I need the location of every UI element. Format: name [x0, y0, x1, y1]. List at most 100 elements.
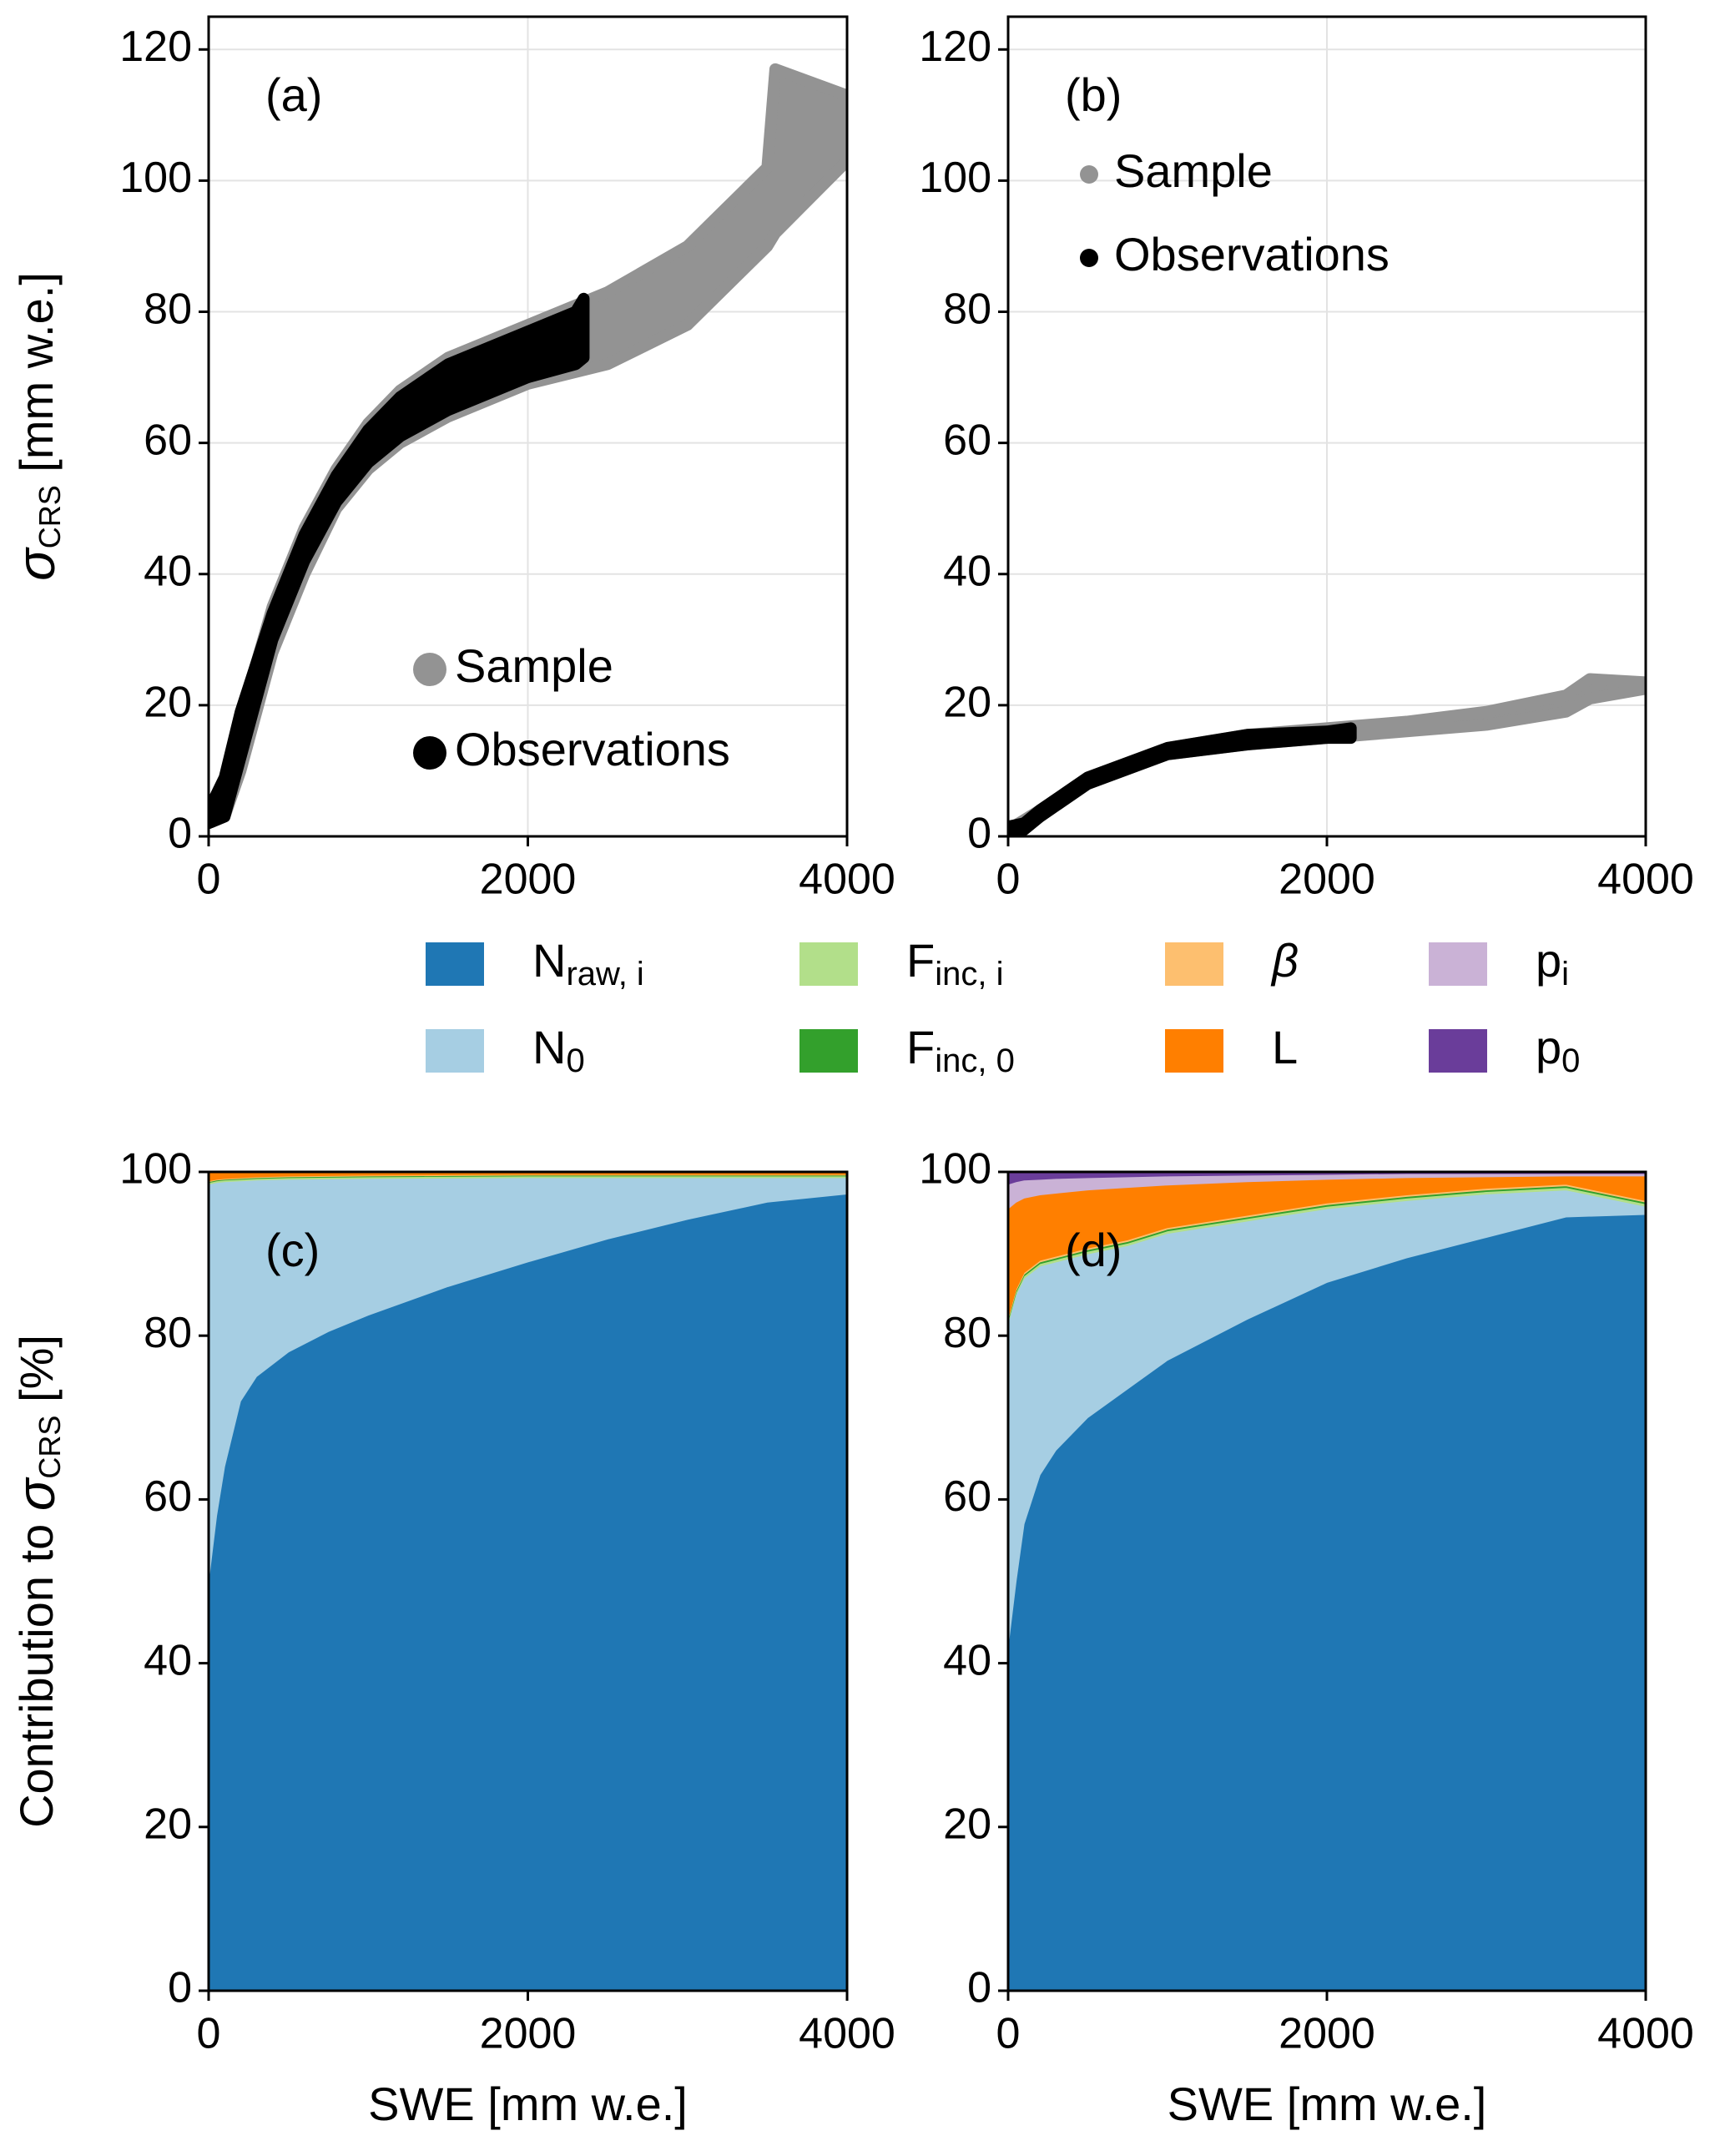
y-axis-label: Contribution to σCRS [%]: [6, 1335, 67, 1828]
y-tick-label: 20: [144, 679, 192, 727]
x-tick-label: 0: [197, 856, 221, 904]
y-tick-label: 40: [144, 1636, 192, 1684]
x-axis-label: SWE [mm w.e.]: [1168, 2078, 1487, 2130]
y-axis-label-part: σ: [6, 1477, 66, 1511]
y-tick-label: 0: [168, 1964, 192, 2012]
legend-name: N: [532, 1021, 566, 1073]
legend-sub: raw, i: [566, 956, 643, 992]
legend-label: Sample: [455, 639, 613, 692]
x-tick-label: 4000: [1597, 856, 1694, 904]
y-tick-label: 40: [144, 547, 192, 595]
y-tick-label: 80: [144, 285, 192, 333]
panel: 0 20 40 60 80 100 0 2000 4000 (c) SWE [mm w.e.] Con…: [6, 1145, 895, 2130]
stacked-area: [1008, 1172, 1646, 1185]
legend-label: p0: [1536, 1021, 1580, 1079]
panel-label: (c): [265, 1224, 320, 1276]
x-tick-label: 0: [197, 2010, 221, 2058]
y-tick-label: 60: [144, 416, 192, 464]
y-tick-label: 100: [919, 1145, 991, 1194]
legend-swatch: [1165, 1029, 1223, 1073]
y-tick-label: 60: [943, 416, 991, 464]
legend-label: Finc, 0: [906, 1021, 1015, 1079]
x-tick-label: 4000: [1597, 2010, 1694, 2058]
scatter-cloud: [1008, 722, 1357, 836]
y-tick-label: 0: [967, 1964, 991, 2012]
panel-label: (d): [1065, 1224, 1122, 1276]
panel: Sample Observations 0 20 40 60 80 100 120 0 2000 40…: [6, 15, 895, 904]
x-tick-label: 2000: [1279, 2010, 1375, 2058]
y-axis-label-part: σ: [6, 547, 66, 581]
panel: 0 20 40 60 80 100 0 2000 4000 (d) SWE [mm w.e.]: [919, 1145, 1694, 2130]
legend-sub: 0: [1561, 1043, 1580, 1079]
legend-name: N: [532, 934, 566, 987]
y-tick-label: 20: [943, 1800, 991, 1849]
legend-swatch: [799, 942, 858, 986]
y-tick-label: 80: [144, 1309, 192, 1357]
y-tick-label: 40: [943, 547, 991, 595]
legend-label: Observations: [455, 723, 730, 775]
legend-swatch: [799, 1029, 858, 1073]
plot-area: [209, 63, 847, 830]
panel-label: (a): [265, 68, 322, 121]
y-tick-label: 20: [144, 1800, 192, 1849]
y-tick-label: 40: [943, 1636, 991, 1684]
legend-name: L: [1272, 1021, 1298, 1073]
legend-name: F: [906, 934, 935, 987]
legend-sub: inc, i: [935, 956, 1003, 992]
y-axis-label-part: CRS: [33, 1416, 67, 1479]
y-tick-label: 100: [919, 154, 991, 202]
legend-marker: [1080, 249, 1098, 267]
legend-label: Nraw, i: [532, 934, 644, 992]
x-tick-label: 4000: [799, 856, 895, 904]
x-tick-label: 4000: [799, 2010, 895, 2058]
legend-label: pi: [1536, 934, 1569, 992]
legend-sub: inc, 0: [935, 1043, 1015, 1079]
y-axis-label-part: Contribution to: [10, 1511, 63, 1828]
y-tick-label: 0: [967, 810, 991, 858]
y-tick-label: 80: [943, 285, 991, 333]
scatter-cloud: [209, 292, 590, 830]
legend-label: L: [1272, 1021, 1298, 1073]
legend-label: Observations: [1114, 228, 1390, 280]
y-tick-label: 120: [919, 23, 991, 71]
y-axis-label-part: [mm w.e.]: [10, 272, 63, 485]
y-axis-label-part: [%]: [10, 1335, 63, 1415]
y-tick-label: 60: [943, 1472, 991, 1521]
legend-label: N0: [532, 1021, 585, 1079]
panel-label: (b): [1065, 68, 1122, 121]
legend-swatch: [426, 942, 484, 986]
legend-swatch: [1429, 942, 1487, 986]
legend-marker: [413, 736, 446, 770]
y-tick-label: 80: [943, 1309, 991, 1357]
legend-swatch: [426, 1029, 484, 1073]
y-tick-label: 100: [119, 1145, 192, 1194]
x-axis-label: SWE [mm w.e.]: [368, 2078, 688, 2130]
y-tick-label: 100: [119, 154, 192, 202]
legend-sub: 0: [566, 1043, 584, 1079]
y-tick-label: 60: [144, 1472, 192, 1521]
legend-swatch: [1165, 942, 1223, 986]
legend-marker: [1080, 165, 1098, 184]
x-tick-label: 0: [996, 856, 1021, 904]
x-tick-label: 0: [996, 2010, 1021, 2058]
legend-name: β: [1270, 934, 1299, 987]
legend-marker: [413, 653, 446, 686]
legend-swatch: [1429, 1029, 1487, 1073]
plot-area: [1008, 1172, 1646, 1991]
y-tick-label: 20: [943, 679, 991, 727]
x-tick-label: 2000: [480, 2010, 577, 2058]
y-tick-label: 120: [119, 23, 192, 71]
legend-sub: i: [1561, 956, 1569, 992]
legend-label: Sample: [1114, 144, 1273, 197]
y-axis-label-part: CRS: [33, 485, 67, 548]
x-tick-label: 2000: [480, 856, 577, 904]
y-tick-label: 0: [168, 810, 192, 858]
x-tick-label: 2000: [1279, 856, 1375, 904]
panel: Sample Observations 0 20 40 60 80 100 120 0 2000 40…: [919, 15, 1694, 904]
legend-name: p: [1536, 934, 1561, 987]
plot-area: [209, 1172, 847, 1991]
legend-label: Finc, i: [906, 934, 1003, 992]
y-axis-label: σCRS [mm w.e.]: [6, 272, 67, 581]
legend-label: β: [1270, 934, 1299, 987]
